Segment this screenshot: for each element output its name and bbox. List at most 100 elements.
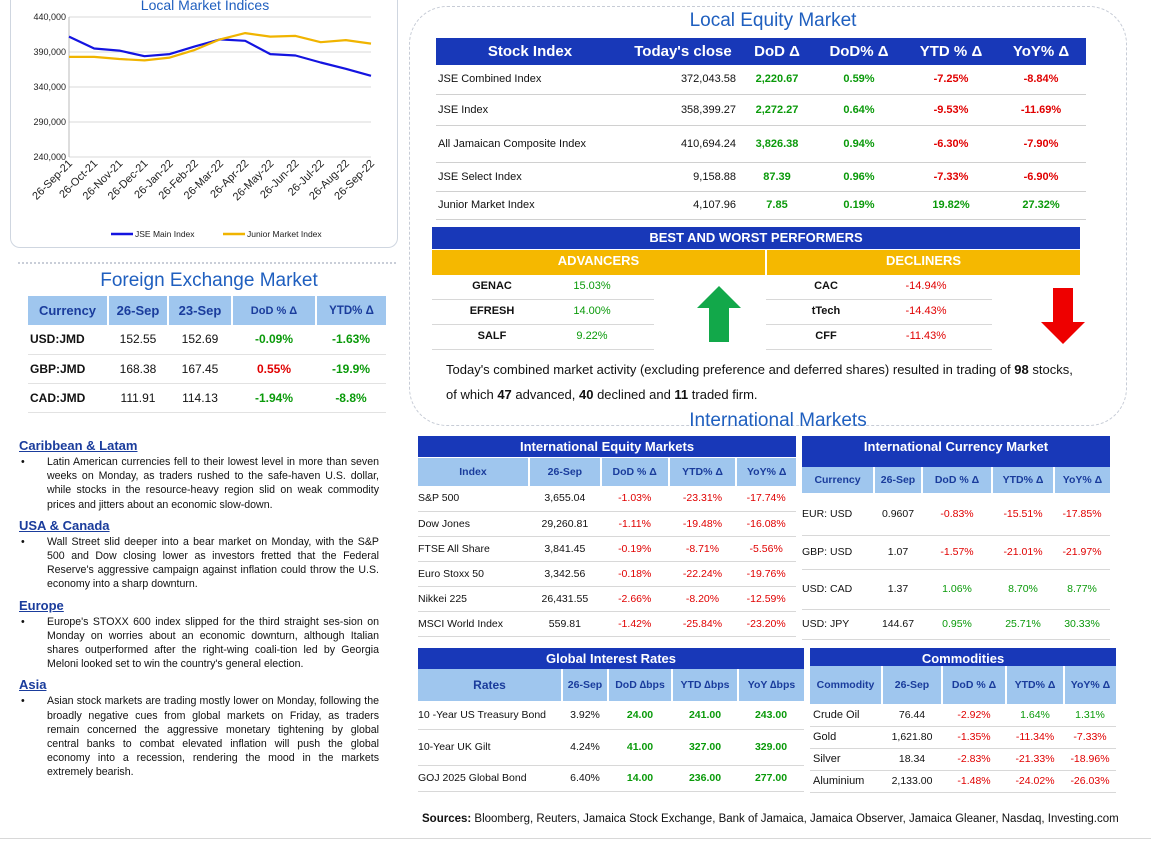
intl-title: International Markets [689, 410, 867, 431]
decliner-row: CFF -11.43% [766, 325, 992, 350]
ie-name: Euro Stoxx 50 [418, 561, 529, 587]
ie-dod: -2.66% [600, 586, 669, 612]
commodity-ytd: -11.34% [1006, 726, 1064, 749]
local-equity-row: JSE Combined Index 372,043.58 2,220.67 0.59… [436, 65, 1086, 95]
commodity-name: Crude Oil [810, 704, 882, 727]
commodity-price: 1,621.80 [882, 726, 942, 749]
ic-yoy: 30.33% [1054, 609, 1110, 640]
commodity-ytd: -24.02% [1006, 770, 1064, 793]
ic-dod: 1.06% [922, 569, 992, 610]
perf-symbol: tTech [811, 305, 841, 317]
advancer-row: EFRESH 14.00% [432, 300, 654, 325]
le-dodp: 0.94% [812, 125, 906, 163]
fx-table: Currency 26-Sep 23-Sep DoD % Δ YTD% Δ US… [28, 296, 386, 413]
le-close: 9,158.88 [624, 162, 742, 192]
local-equity-row: JSE Index 358,399.27 2,272.27 0.64% -9.53% -1… [436, 94, 1086, 126]
down-arrow-icon [1041, 288, 1085, 344]
ie-name: FTSE All Share [418, 536, 529, 562]
le-dod: 3,826.38 [742, 125, 812, 163]
ie-value: 3,342.56 [528, 561, 601, 587]
fx-currency: USD:JMD [28, 325, 108, 355]
le-close: 4,107.96 [624, 191, 742, 220]
le-index-name: Junior Market Index [436, 191, 624, 220]
rates-row: GOJ 2025 Global Bond 6.40% 14.00 236.00 277.… [418, 765, 804, 792]
commodities-title: Commodities [810, 648, 1116, 669]
ie-dod: -1.42% [600, 611, 669, 637]
intl-equity-title: International Equity Markets [418, 436, 796, 457]
news-heading[interactable]: USA & Canada [19, 517, 110, 533]
le-yoy: -8.84% [996, 65, 1086, 95]
news-heading[interactable]: Asia [19, 677, 47, 693]
fx-dod: -1.94% [232, 383, 316, 413]
y-tick-label: 240,000 [33, 152, 66, 162]
le-index-name: JSE Combined Index [436, 65, 624, 95]
declined-count: 40 [579, 387, 594, 402]
le-header-dodp: DoD% Δ [812, 38, 906, 65]
news-item: • Wall Street slid deeper into a bear mar… [19, 535, 379, 592]
legend-label: Junior Market Index [247, 229, 322, 239]
decliners-header: DECLINERS [767, 250, 1080, 275]
ie-ytd: -23.31% [668, 486, 737, 512]
fx-ytd: -19.9% [316, 354, 386, 384]
commodity-row: Crude Oil 76.44 -2.92% 1.64% 1.31% [810, 704, 1116, 727]
ie-yoy: -5.56% [736, 536, 796, 562]
market-indices-chart-panel: Local Market Indices 440,000 390,000 340,0… [10, 0, 398, 248]
intl-currency-table: Currency 26-Sep DoD % Δ YTD% Δ YoY% Δ EU… [802, 467, 1110, 640]
ic-value: 0.9607 [874, 493, 922, 536]
rate-name: 10-Year UK Gilt [418, 729, 562, 766]
le-dodp: 0.96% [812, 162, 906, 192]
commodity-price: 18.34 [882, 748, 942, 771]
news-heading[interactable]: Europe [19, 597, 64, 613]
perf-pct: 14.00% [573, 305, 611, 317]
perf-pct: -14.43% [905, 305, 947, 317]
ic-value: 1.37 [874, 569, 922, 610]
ic-value: 144.67 [874, 609, 922, 640]
ic-ytd: -21.01% [992, 535, 1054, 570]
rate-yoy: 277.00 [738, 765, 804, 792]
ic-ytd: -15.51% [992, 493, 1054, 536]
news-text: Europe's STOXX 600 index slipped for the… [47, 615, 379, 671]
rates-header-row: Rates 26-Sep DoD ∆bps YTD ∆bps YoY ∆bps [418, 669, 804, 701]
intl-currency-title: International Currency Market [802, 436, 1110, 467]
news-heading[interactable]: Caribbean & Latam [19, 438, 138, 453]
ic-ytd: 25.71% [992, 609, 1054, 640]
commodities-header-row: Commodity 26-Sep DoD % Δ YTD% Δ YoY% Δ [810, 666, 1116, 704]
up-arrow-icon [697, 286, 741, 342]
ie-value: 3,655.04 [528, 486, 601, 512]
commodity-yoy: -18.96% [1064, 748, 1116, 771]
le-ytd: -6.30% [906, 125, 996, 163]
sources-line: Sources: Bloomberg, Reuters, Jamaica Sto… [422, 813, 1142, 825]
local-equity-row: Junior Market Index 4,107.96 7.85 0.19% 19.8… [436, 191, 1086, 220]
y-tick-label: 290,000 [33, 117, 66, 127]
fx-row: GBP:JMD 168.38 167.45 0.55% -19.9% [28, 354, 386, 384]
bullet-icon: • [21, 456, 25, 468]
ie-ytd: -22.24% [668, 561, 737, 587]
firm-count: 11 [674, 387, 689, 402]
ie-ytd: -19.48% [668, 511, 737, 537]
intl-currency-row: USD: CAD 1.37 1.06% 8.70% 8.77% [802, 569, 1110, 610]
local-equity-row: All Jamaican Composite Index 410,694.24 3,… [436, 125, 1086, 163]
fx-header-row: Currency 26-Sep 23-Sep DoD % Δ YTD% Δ [28, 296, 386, 325]
rate-name: 10 -Year US Treasury Bond [418, 701, 562, 730]
ie-yoy: -12.59% [736, 586, 796, 612]
commodity-name: Gold [810, 726, 882, 749]
fx-currency: CAD:JMD [28, 383, 108, 413]
series-line-junior [69, 31, 372, 62]
perf-pct: -11.43% [905, 330, 947, 342]
perf-symbol: CAC [814, 280, 838, 292]
le-close: 372,043.58 [624, 65, 742, 95]
ic-name: USD: CAD [802, 569, 874, 610]
le-index-name: JSE Select Index [436, 162, 624, 192]
ie-ytd: -25.84% [668, 611, 737, 637]
commodity-ytd: 1.64% [1006, 704, 1064, 727]
advanced-count: 47 [497, 387, 512, 402]
rate-yoy: 243.00 [738, 701, 804, 730]
le-index-name: All Jamaican Composite Index [436, 125, 624, 163]
commodity-yoy: -7.33% [1064, 726, 1116, 749]
ic-name: USD: JPY [802, 609, 874, 640]
rate-ytd: 327.00 [672, 729, 738, 766]
advancers-list: GENAC 15.03% EFRESH 14.00% SALF 9.22% [432, 275, 654, 350]
perf-pct: 15.03% [573, 280, 611, 292]
commodity-price: 76.44 [882, 704, 942, 727]
le-dod: 2,220.67 [742, 65, 812, 95]
